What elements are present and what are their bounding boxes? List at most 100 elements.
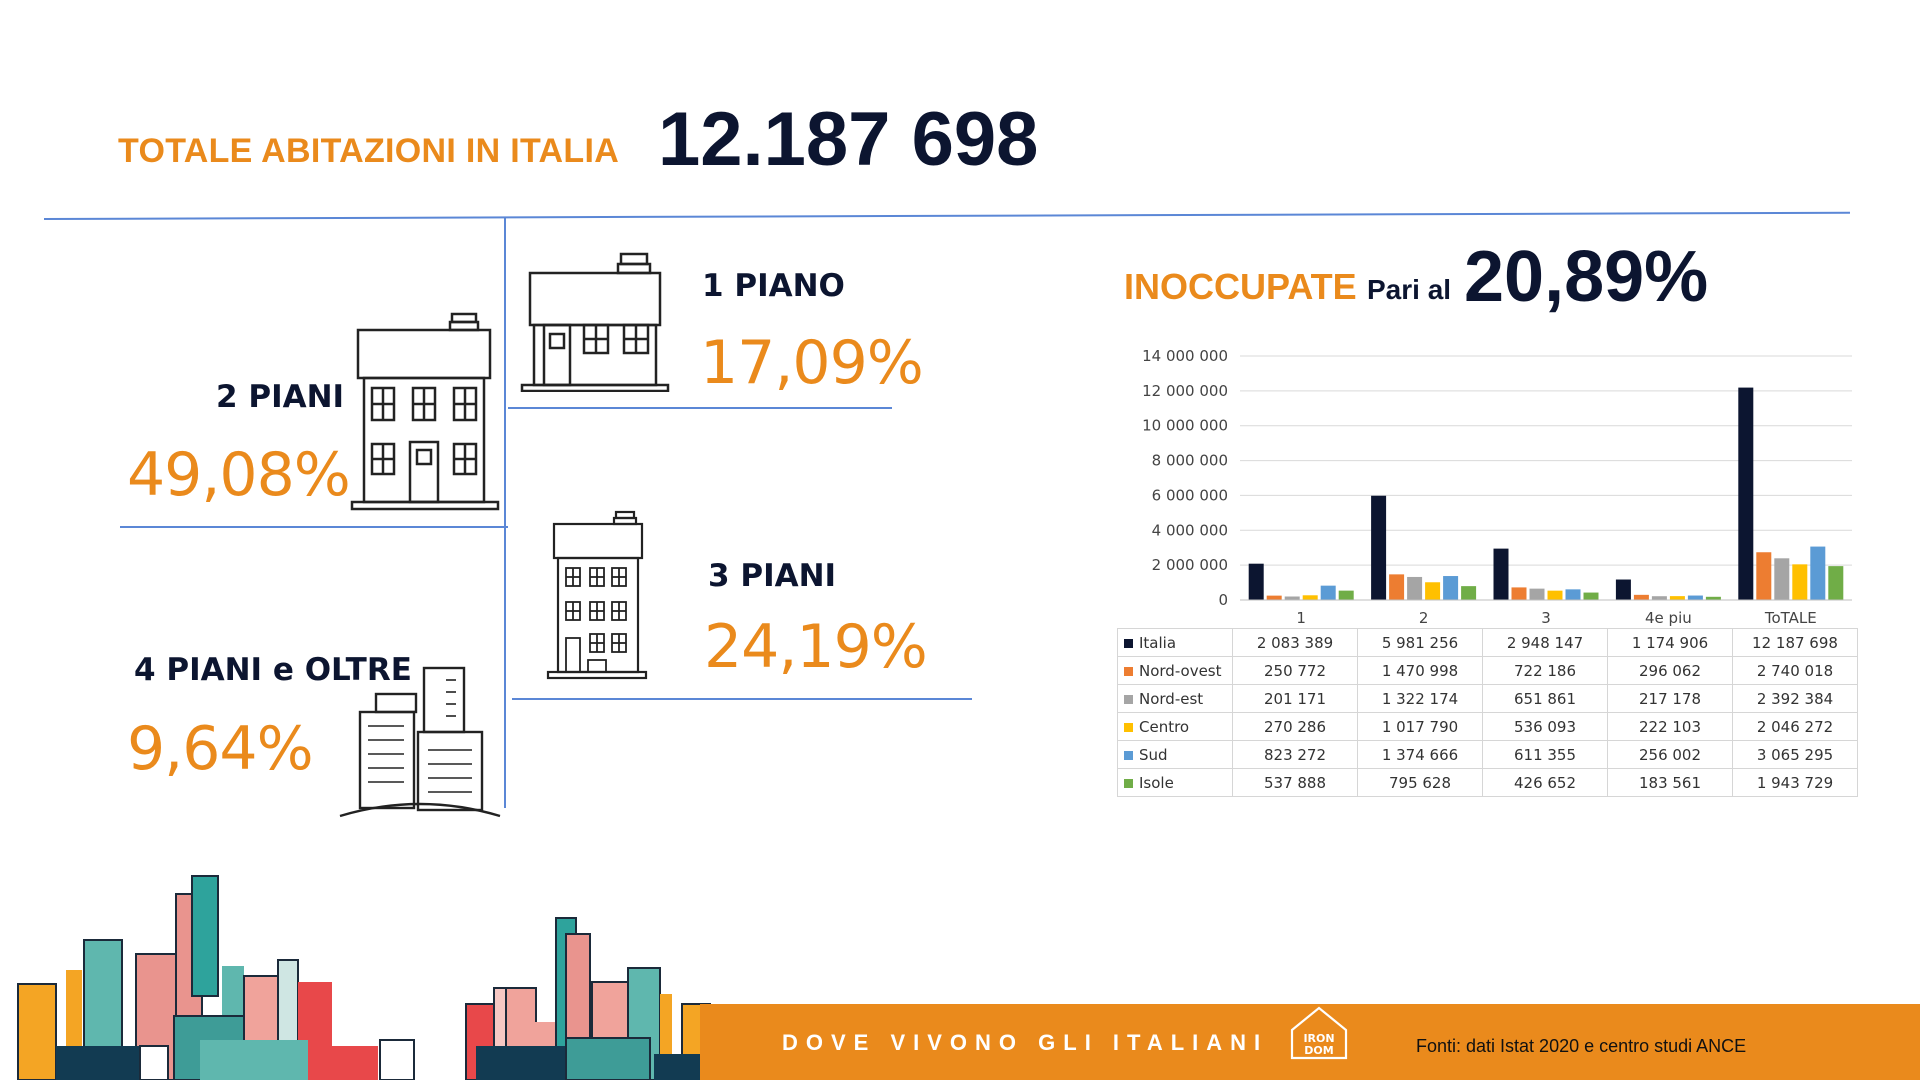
one-floor-percent: 17,09% bbox=[700, 328, 924, 398]
y-tick-label: 4 000 000 bbox=[1152, 521, 1228, 539]
bar-nord-est-4 bbox=[1774, 558, 1790, 600]
table-cell: 722 186 bbox=[1482, 656, 1608, 685]
y-tick-label: 12 000 000 bbox=[1142, 382, 1228, 400]
x-tick-label: 4e piu bbox=[1645, 609, 1692, 626]
table-cell: 5 981 256 bbox=[1357, 628, 1483, 657]
table-row: Sud 823 272 1 374 666 611 355 256 002 3 065 2… bbox=[1117, 740, 1858, 769]
two-floors-label: 2 PIANI bbox=[216, 379, 345, 415]
bar-nord-est-0 bbox=[1284, 596, 1300, 600]
table-cell: 1 174 906 bbox=[1607, 628, 1733, 657]
vertical-divider bbox=[504, 218, 506, 808]
bar-nord-ovest-1 bbox=[1389, 574, 1405, 600]
bar-italia-4 bbox=[1738, 387, 1754, 600]
bar-nord-est-3 bbox=[1651, 596, 1667, 600]
legend-swatch bbox=[1124, 750, 1133, 760]
bar-nord-ovest-0 bbox=[1266, 595, 1282, 600]
bar-centro-1 bbox=[1425, 582, 1441, 600]
table-cell: 256 002 bbox=[1607, 740, 1733, 769]
legend-swatch bbox=[1124, 638, 1133, 648]
bar-isole-1 bbox=[1461, 586, 1477, 600]
bar-isole-3 bbox=[1705, 596, 1721, 600]
table-cell: 12 187 698 bbox=[1732, 628, 1858, 657]
legend-label: Centro bbox=[1139, 717, 1190, 736]
logo-text-iron: IRON bbox=[1303, 1032, 1334, 1045]
legend-entry: Nord-est bbox=[1117, 684, 1233, 713]
table-row: Centro 270 286 1 017 790 536 093 222 103 2 04… bbox=[1117, 712, 1858, 741]
x-tick-label: 2 bbox=[1419, 609, 1429, 626]
table-cell: 2 046 272 bbox=[1732, 712, 1858, 741]
bar-italia-1 bbox=[1371, 495, 1387, 600]
table-row: Isole 537 888 795 628 426 652 183 561 1 943 7… bbox=[1117, 768, 1858, 797]
header-divider bbox=[43, 211, 1850, 220]
x-tick-label: ToTALE bbox=[1764, 609, 1817, 626]
legend-entry: Isole bbox=[1117, 768, 1233, 797]
bar-isole-0 bbox=[1338, 590, 1354, 600]
three-story-building-icon bbox=[546, 510, 648, 680]
legend-swatch bbox=[1124, 722, 1133, 732]
legend-entry: Sud bbox=[1117, 740, 1233, 769]
table-cell: 537 888 bbox=[1232, 768, 1358, 797]
legend-label: Nord-ovest bbox=[1139, 661, 1222, 680]
table-cell: 823 272 bbox=[1232, 740, 1358, 769]
bar-sud-1 bbox=[1443, 576, 1459, 600]
table-cell: 611 355 bbox=[1482, 740, 1608, 769]
table-cell: 1 374 666 bbox=[1357, 740, 1483, 769]
legend-label: Italia bbox=[1139, 633, 1177, 652]
bar-nord-est-1 bbox=[1407, 576, 1423, 600]
table-cell: 2 948 147 bbox=[1482, 628, 1608, 657]
bar-italia-3 bbox=[1615, 579, 1631, 600]
single-story-house-icon bbox=[520, 252, 670, 392]
bar-nord-est-2 bbox=[1529, 588, 1545, 600]
y-tick-label: 10 000 000 bbox=[1142, 417, 1228, 435]
x-tick-label: 1 bbox=[1296, 609, 1306, 626]
bar-centro-2 bbox=[1547, 590, 1563, 600]
table-cell: 3 065 295 bbox=[1732, 740, 1858, 769]
footer-source-note: Fonti: dati Istat 2020 e centro studi AN… bbox=[1416, 1036, 1747, 1056]
bar-sud-4 bbox=[1810, 546, 1826, 600]
table-cell: 536 093 bbox=[1482, 712, 1608, 741]
table-cell: 183 561 bbox=[1607, 768, 1733, 797]
total-homes-value: 12.187 698 bbox=[658, 97, 1039, 182]
x-tick-label: 3 bbox=[1541, 609, 1551, 626]
three-floors-label: 3 PIANI bbox=[708, 558, 837, 594]
table-row: Nord-ovest 250 772 1 470 998 722 186 296 062… bbox=[1117, 656, 1858, 685]
legend-entry: Centro bbox=[1117, 712, 1233, 741]
table-cell: 296 062 bbox=[1607, 656, 1733, 685]
four-plus-floors-label: 4 PIANI e OLTRE bbox=[134, 652, 412, 688]
table-row: Italia 2 083 389 5 981 256 2 948 147 1 174 9… bbox=[1117, 628, 1858, 657]
legend-swatch bbox=[1124, 778, 1133, 788]
table-cell: 201 171 bbox=[1232, 684, 1358, 713]
bar-sud-2 bbox=[1565, 589, 1581, 600]
bar-centro-3 bbox=[1669, 596, 1685, 600]
table-cell: 1 943 729 bbox=[1732, 768, 1858, 797]
table-cell: 795 628 bbox=[1357, 768, 1483, 797]
four-plus-floors-percent: 9,64% bbox=[127, 714, 314, 784]
y-tick-label: 6 000 000 bbox=[1152, 486, 1228, 504]
three-floors-percent: 24,19% bbox=[704, 612, 928, 682]
bar-sud-3 bbox=[1687, 595, 1703, 600]
irondom-logo: IRON DOM bbox=[1290, 1006, 1348, 1060]
legend-entry: Nord-ovest bbox=[1117, 656, 1233, 685]
table-cell: 651 861 bbox=[1482, 684, 1608, 713]
logo-text-dom: DOM bbox=[1304, 1044, 1333, 1057]
chart-data-table: Italia 2 083 389 5 981 256 2 948 147 1 174 9… bbox=[1117, 628, 1858, 797]
table-cell: 217 178 bbox=[1607, 684, 1733, 713]
table-cell: 2 740 018 bbox=[1732, 656, 1858, 685]
y-tick-label: 0 bbox=[1218, 591, 1228, 609]
unoccupied-label: INOCCUPATE bbox=[1124, 266, 1357, 307]
one-floor-underline bbox=[508, 407, 892, 409]
one-floor-label: 1 PIANO bbox=[702, 268, 845, 304]
two-story-house-icon bbox=[350, 312, 500, 511]
legend-entry: Italia bbox=[1117, 628, 1233, 657]
y-tick-label: 14 000 000 bbox=[1142, 347, 1228, 365]
table-cell: 1 322 174 bbox=[1357, 684, 1483, 713]
bar-isole-2 bbox=[1583, 592, 1599, 600]
footer-title: DOVE VIVONO GLI ITALIANI bbox=[782, 1030, 1269, 1055]
bar-centro-0 bbox=[1302, 595, 1318, 600]
legend-label: Nord-est bbox=[1139, 689, 1204, 708]
legend-swatch bbox=[1124, 694, 1133, 704]
bar-italia-2 bbox=[1493, 548, 1509, 600]
bar-nord-ovest-3 bbox=[1633, 594, 1649, 600]
bar-nord-ovest-4 bbox=[1756, 552, 1772, 600]
